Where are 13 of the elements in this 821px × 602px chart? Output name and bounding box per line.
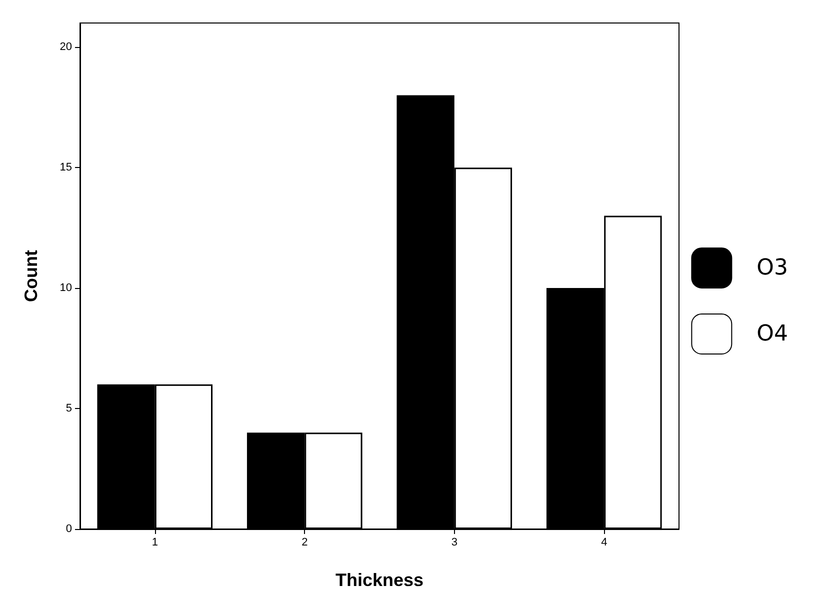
y-axis-title: Count [21, 250, 41, 302]
y-tick-label: 10 [60, 282, 72, 294]
legend-label: O4 [756, 322, 788, 346]
x-tick-label: 1 [152, 536, 158, 548]
x-tick-label: 3 [451, 536, 458, 548]
x-axis-title: Thickness [335, 570, 424, 590]
y-tick-label: 20 [60, 41, 72, 54]
y-tick-label: 5 [66, 402, 72, 415]
legend-label: O3 [756, 256, 788, 280]
x-tick-label: 2 [302, 536, 308, 548]
x-tick-label: 4 [601, 536, 608, 548]
y-tick-label: 0 [66, 523, 72, 535]
y-tick-label: 15 [60, 162, 72, 174]
